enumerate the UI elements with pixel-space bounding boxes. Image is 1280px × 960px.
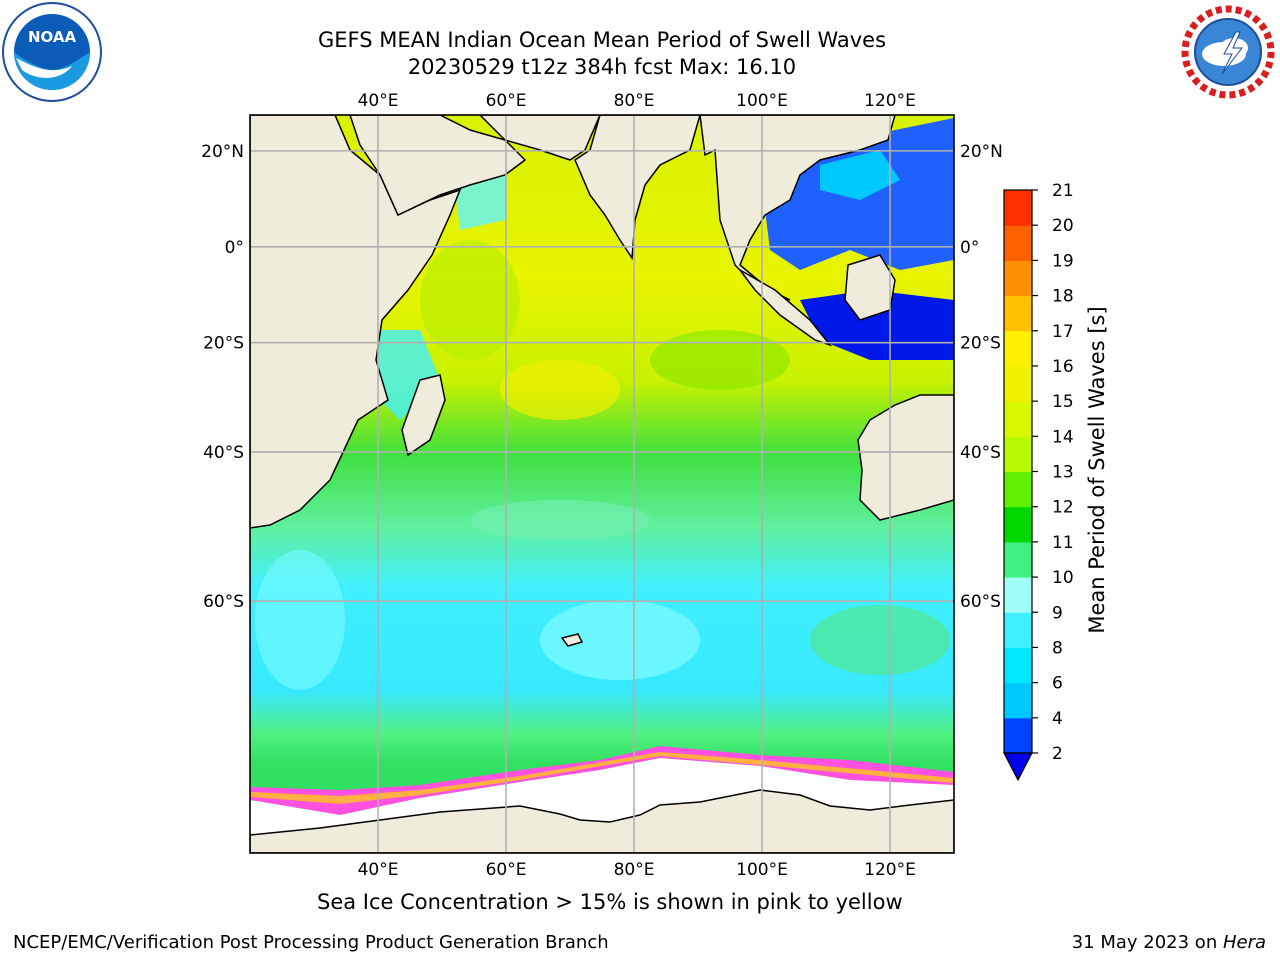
lat-labels-left: 20°N 0° 20°S 40°S 60°S: [201, 142, 244, 612]
colorbar-segment: [1004, 365, 1032, 402]
colorbar-tick-label: 14: [1052, 427, 1074, 447]
colorbar-tick-labels: 2 4 6 8 9 10 11 12 13 14 15 16 17 18 19 20 21: [1032, 181, 1074, 764]
lon-label-bottom: 40°E: [358, 860, 399, 880]
lon-label-bottom: 80°E: [614, 860, 655, 880]
colorbar-segment: [1004, 190, 1032, 226]
colorbar-segment: [1004, 471, 1032, 508]
colorbar-tick-label: 13: [1052, 463, 1074, 483]
lat-label-left: 0°: [225, 238, 244, 258]
australia-land: [857, 394, 954, 521]
lat-label-right: 20°N: [960, 142, 1003, 162]
footer-date-text: 31 May 2023 on: [1071, 932, 1223, 953]
colorbar-segment: [1004, 682, 1032, 719]
lon-label-top: 60°E: [486, 91, 527, 111]
colorbar-segment: [1004, 436, 1032, 472]
antarctica-land: [250, 789, 954, 853]
gridlines: [250, 115, 954, 853]
lon-labels-bottom: 40°E 60°E 80°E 100°E 120°E: [358, 860, 916, 880]
indochina-land: [699, 115, 896, 301]
lon-label-bottom: 120°E: [864, 860, 916, 880]
colorbar-tick-label: 20: [1052, 216, 1074, 236]
map-area: [250, 115, 954, 853]
madagascar-land: [401, 374, 446, 457]
lat-label-left: 40°S: [203, 443, 244, 463]
noaa-logo-text: NOAA: [28, 28, 77, 46]
lon-label-bottom: 60°E: [486, 860, 527, 880]
lon-labels-top: 40°E 60°E 80°E 100°E 120°E: [358, 91, 916, 111]
colorbar-segment: [1004, 330, 1032, 367]
map-frame: [249, 114, 955, 854]
colorbar-tick-label: 6: [1052, 674, 1063, 694]
lat-label-right: 40°S: [960, 443, 1001, 463]
lat-labels-right: 20°N 0° 20°S 40°S 60°S: [960, 142, 1003, 612]
noaa-logo-icon: NOAA: [2, 2, 102, 102]
colorbar-tick-label: 16: [1052, 357, 1074, 377]
arabia-land: [349, 115, 527, 217]
colorbar-segment: [1004, 225, 1032, 261]
colorbar-segment: [1004, 506, 1032, 543]
lat-label-right: 60°S: [960, 592, 1001, 612]
map-subtitle: 20230529 t12z 384h fcst Max: 16.10: [407, 55, 797, 79]
lat-label-right: 0°: [960, 238, 979, 258]
lat-label-left: 20°S: [203, 334, 244, 354]
persia-land: [478, 115, 601, 161]
footer-host: Hera: [1222, 932, 1266, 953]
lon-label-top: 120°E: [864, 91, 916, 111]
colorbar-tick-label: 12: [1052, 498, 1074, 518]
colorbar-tick-label: 11: [1052, 533, 1074, 553]
lat-label-right: 20°S: [960, 334, 1001, 354]
lat-label-left: 60°S: [203, 592, 244, 612]
colorbar-segment: [1004, 577, 1032, 613]
colorbar-tick-label: 21: [1052, 181, 1074, 201]
colorbar-tick-label: 15: [1052, 392, 1074, 412]
colorbar-tick-label: 2: [1052, 744, 1063, 764]
colorbar-segment: [1004, 612, 1032, 648]
map-title: GEFS MEAN Indian Ocean Mean Period of Sw…: [317, 28, 887, 52]
colorbar-tick-label: 4: [1052, 709, 1063, 729]
colorbar-segment: [1004, 647, 1032, 684]
colorbar: [1003, 189, 1033, 782]
nws-logo-icon: [1180, 4, 1276, 100]
lon-label-top: 100°E: [736, 91, 788, 111]
kerguelen-land: [560, 633, 584, 647]
colorbar-segment: [1004, 295, 1032, 332]
footer-date: 31 May 2023 on Hera: [1072, 932, 1266, 953]
colorbar-tick-label: 17: [1052, 322, 1074, 342]
colorbar-label: Mean Period of Swell Waves [s]: [1085, 306, 1109, 634]
footer-credit: NCEP/EMC/Verification Post Processing Pr…: [13, 932, 609, 953]
lat-label-left: 20°N: [201, 142, 244, 162]
colorbar-tick-label: 10: [1052, 568, 1074, 588]
sea-ice-caption: Sea Ice Concentration > 15% is shown in …: [317, 890, 903, 914]
lon-label-top: 40°E: [358, 91, 399, 111]
lon-label-bottom: 100°E: [736, 860, 788, 880]
colorbar-tick-label: 19: [1052, 251, 1074, 271]
colorbar-tick-label: 18: [1052, 287, 1074, 307]
field-patches: [255, 240, 950, 690]
colorbar-tick-label: 9: [1052, 603, 1063, 623]
lon-label-top: 80°E: [614, 91, 655, 111]
colorbar-tick-label: 8: [1052, 638, 1063, 658]
colorbar-segment: [1004, 541, 1032, 578]
colorbar-segment: [1004, 260, 1032, 297]
colorbar-extend-arrow: [1003, 752, 1033, 782]
colorbar-segment: [1004, 717, 1032, 754]
colorbar-segment: [1004, 401, 1032, 437]
